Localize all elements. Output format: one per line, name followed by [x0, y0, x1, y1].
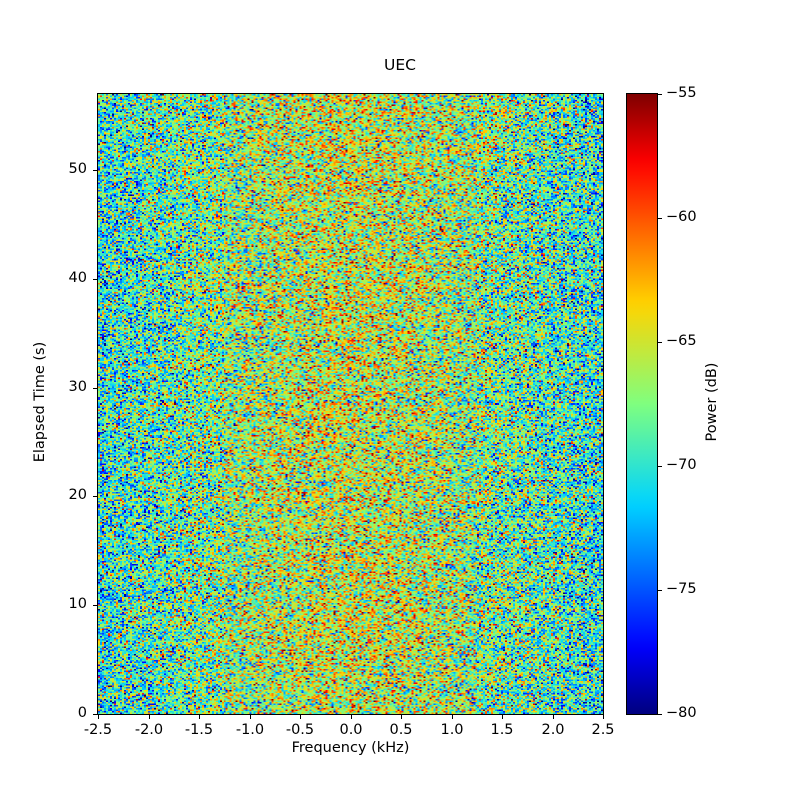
- x-axis-tick: [149, 715, 150, 719]
- x-axis-tick-label: 2.0: [541, 722, 565, 738]
- y-axis-tick: [93, 714, 97, 715]
- colorbar-tick-label: −75: [666, 581, 697, 597]
- colorbar-label: Power (dB): [704, 362, 720, 442]
- x-axis-tick-label: 1.0: [440, 722, 464, 738]
- colorbar-tick: [658, 218, 662, 219]
- x-axis-tick: [603, 715, 604, 719]
- x-axis-tick-label: -0.5: [285, 722, 315, 738]
- x-axis-tick: [452, 715, 453, 719]
- x-axis-tick: [351, 715, 352, 719]
- colorbar-tick-label: −55: [666, 85, 697, 101]
- y-axis-tick-label: 10: [68, 596, 87, 612]
- colorbar-tick-label: −60: [666, 209, 697, 225]
- colorbar-tick: [658, 342, 662, 343]
- colorbar-tick: [658, 466, 662, 467]
- x-axis-tick-label: 1.5: [490, 722, 514, 738]
- x-axis-tick: [553, 715, 554, 719]
- colorbar-tick-label: −80: [666, 705, 697, 721]
- x-axis-tick: [300, 715, 301, 719]
- x-axis-tick-label: 0.0: [339, 722, 363, 738]
- colorbar-tick: [658, 94, 662, 95]
- y-axis-tick-label: 20: [68, 487, 87, 503]
- colorbar-tick: [658, 714, 662, 715]
- y-axis-tick-label: 50: [68, 161, 87, 177]
- colorbar-tick-label: −65: [666, 333, 697, 349]
- y-axis-tick: [93, 496, 97, 497]
- x-axis-tick: [250, 715, 251, 719]
- y-axis-tick-label: 40: [68, 270, 87, 286]
- spectrogram-image: [98, 94, 603, 714]
- y-axis-tick: [93, 388, 97, 389]
- spectrogram-plot-area: [97, 93, 604, 715]
- y-axis-tick: [93, 170, 97, 171]
- colorbar-tick-label: −70: [666, 457, 697, 473]
- title-line-station: UEC: [384, 56, 416, 75]
- colorbar-gradient: [627, 94, 657, 714]
- x-axis-tick-label: -1.5: [184, 722, 214, 738]
- y-axis-tick-label: 0: [77, 705, 87, 721]
- y-axis-tick: [93, 279, 97, 280]
- x-axis-tick: [199, 715, 200, 719]
- x-axis-tick: [401, 715, 402, 719]
- y-axis-tick-label: 30: [68, 379, 87, 395]
- colorbar-tick: [658, 590, 662, 591]
- x-axis-label: Frequency (kHz): [291, 740, 410, 756]
- x-axis-tick-label: -2.0: [134, 722, 164, 738]
- x-axis-tick: [98, 715, 99, 719]
- y-axis-label: Elapsed Time (s): [32, 341, 48, 463]
- x-axis-tick-label: 2.5: [591, 722, 615, 738]
- x-axis-tick-label: -2.5: [83, 722, 113, 738]
- colorbar: [626, 93, 658, 715]
- x-axis-tick-label: -1.0: [235, 722, 265, 738]
- y-axis-tick: [93, 605, 97, 606]
- x-axis-tick: [502, 715, 503, 719]
- x-axis-tick-label: 0.5: [389, 722, 413, 738]
